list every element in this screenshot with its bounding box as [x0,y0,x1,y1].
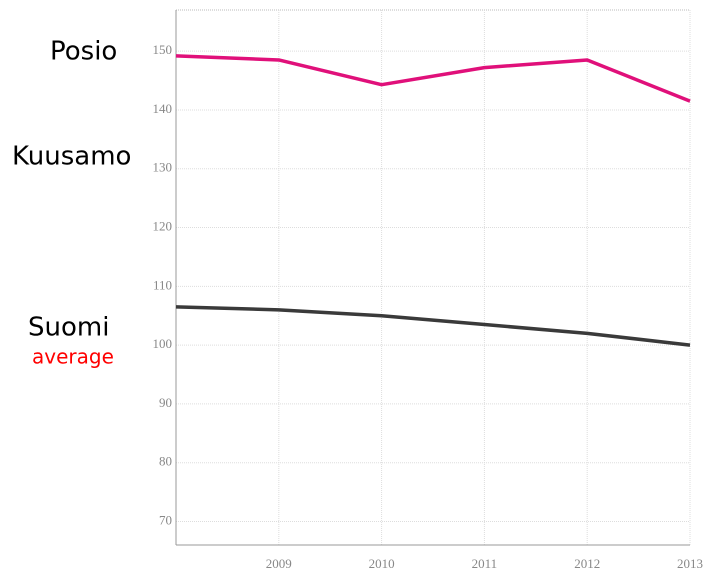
x-tick-label: 2013 [677,556,703,571]
annotation: Suomi [28,313,109,343]
y-tick-label: 110 [153,277,172,292]
x-tick-label: 2011 [472,556,498,571]
y-tick-label: 100 [153,336,173,351]
annotation: Kuusamo [12,142,131,172]
series-line [175,305,691,347]
y-tick-label: 150 [153,42,173,57]
y-tick-label: 140 [153,101,173,116]
y-tick-label: 90 [159,395,172,410]
y-tick-label: 70 [159,512,172,527]
y-tick-label: 130 [153,160,173,175]
series-line [175,54,691,103]
y-tick-label: 80 [159,454,172,469]
x-tick-label: 2012 [574,556,600,571]
x-tick-label: 2009 [266,556,292,571]
annotation: average [32,345,114,369]
plot-frame [175,9,691,546]
x-tick-label: 2010 [369,556,395,571]
y-tick-label: 120 [153,219,173,234]
annotation: Posio [50,37,117,67]
